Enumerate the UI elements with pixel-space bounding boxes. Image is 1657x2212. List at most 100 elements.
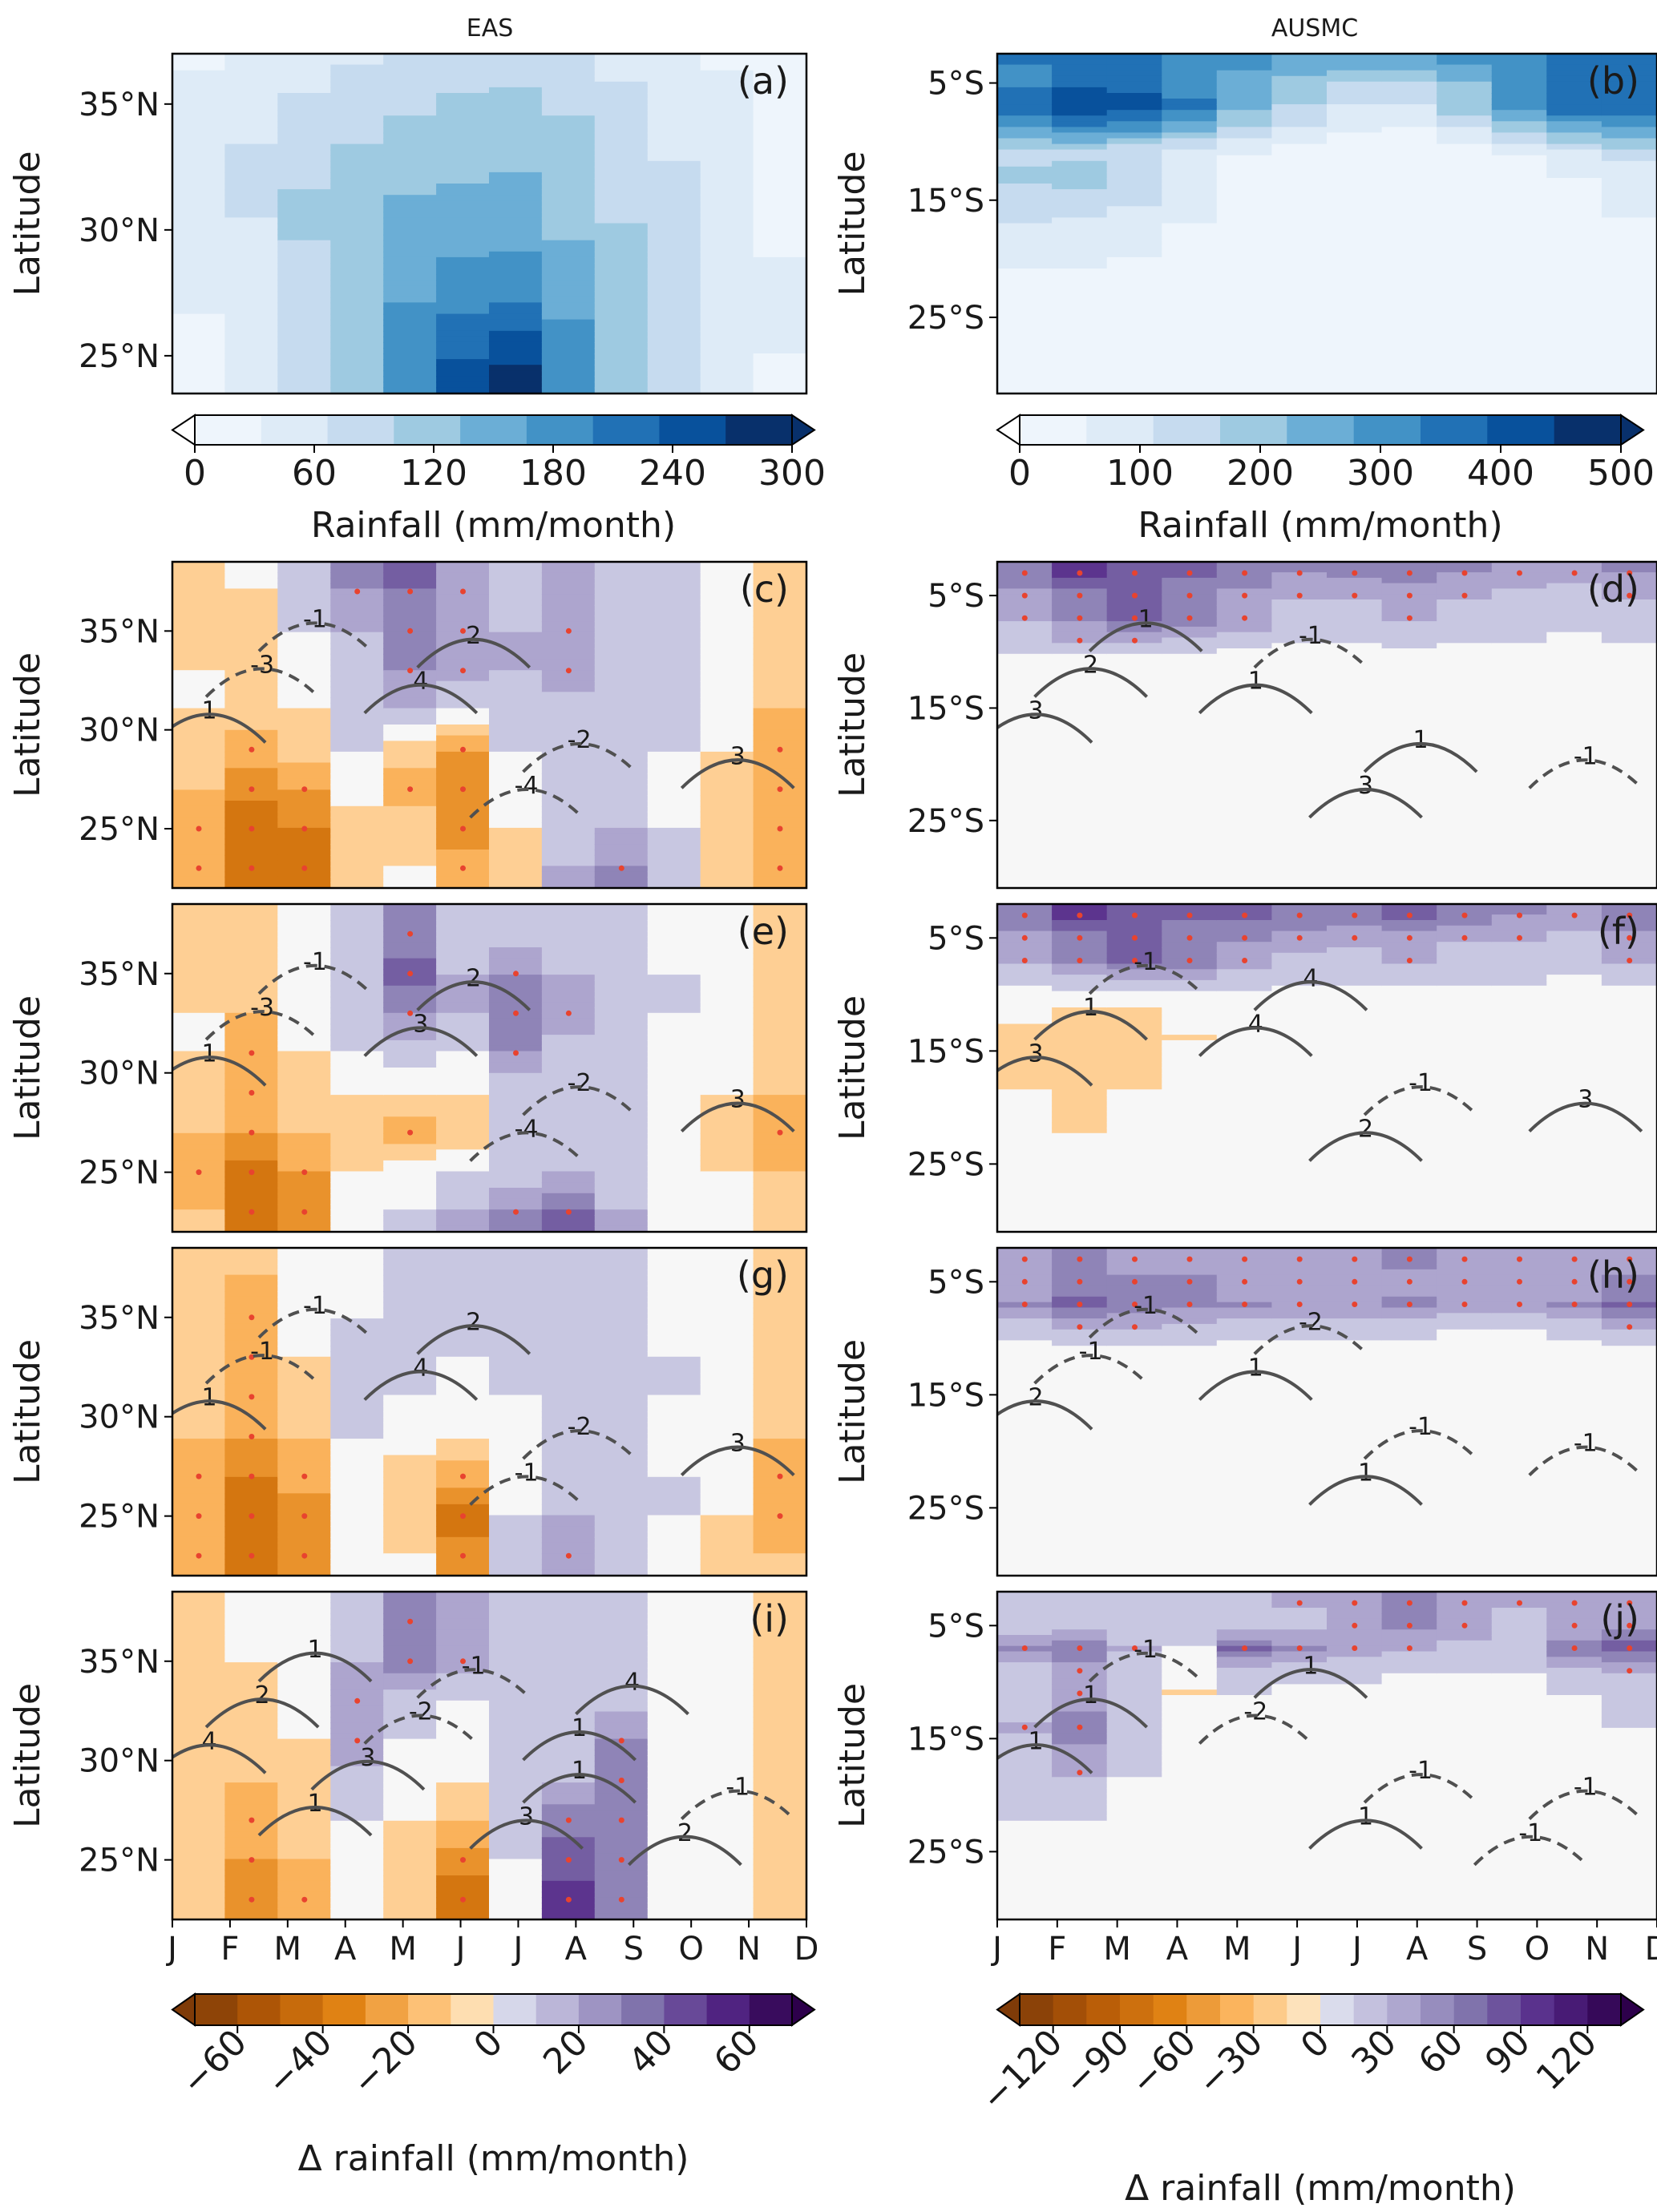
heatmap-cell bbox=[1271, 1144, 1328, 1151]
heatmap-cell bbox=[1106, 577, 1163, 584]
heatmap-cell bbox=[1546, 577, 1602, 584]
heatmap-cell bbox=[172, 1291, 226, 1298]
heatmap-cell bbox=[1162, 648, 1218, 655]
heatmap-cell bbox=[1546, 1078, 1602, 1085]
heatmap-cell bbox=[383, 1155, 438, 1161]
heatmap-cell bbox=[1162, 930, 1218, 938]
heatmap-cell bbox=[594, 904, 649, 910]
heatmap-cell bbox=[647, 1155, 701, 1161]
heatmap-cell bbox=[1381, 1215, 1438, 1221]
panel-label: (e) bbox=[738, 910, 789, 953]
heatmap-cell bbox=[383, 795, 438, 801]
heatmap-cell bbox=[1106, 805, 1163, 813]
heatmap-cell bbox=[1271, 1051, 1328, 1058]
heatmap-cell bbox=[383, 308, 438, 315]
heatmap-cell bbox=[700, 778, 754, 785]
heatmap-cell bbox=[541, 697, 596, 704]
heatmap-cell bbox=[594, 1111, 649, 1118]
heatmap-cell bbox=[997, 348, 1053, 355]
heatmap-cell bbox=[1437, 979, 1493, 987]
heatmap-cell bbox=[700, 604, 754, 612]
heatmap-cell bbox=[1601, 778, 1657, 785]
heatmap-cell bbox=[1546, 866, 1602, 873]
heatmap-cell bbox=[541, 822, 596, 829]
heatmap-cell bbox=[489, 866, 543, 873]
significance-dot bbox=[460, 865, 466, 871]
heatmap-cell bbox=[1601, 610, 1657, 617]
heatmap-cell bbox=[1162, 925, 1218, 932]
heatmap-cell bbox=[1162, 713, 1218, 721]
heatmap-cell bbox=[172, 1220, 226, 1227]
heatmap-cell bbox=[997, 621, 1053, 628]
heatmap-cell bbox=[700, 217, 754, 224]
heatmap-cell bbox=[330, 1155, 385, 1161]
significance-dot bbox=[1571, 570, 1578, 576]
heatmap-cell bbox=[383, 297, 438, 304]
heatmap-cell bbox=[436, 251, 490, 258]
heatmap-cell bbox=[753, 223, 806, 230]
heatmap-cell bbox=[1491, 817, 1548, 824]
heatmap-cell bbox=[1052, 54, 1108, 60]
heatmap-cell bbox=[383, 336, 438, 343]
heatmap-cell bbox=[1491, 1225, 1548, 1232]
heatmap-cell bbox=[1601, 81, 1657, 88]
heatmap-cell bbox=[1052, 240, 1108, 247]
heatmap-cell bbox=[330, 854, 385, 862]
heatmap-cell bbox=[647, 811, 701, 818]
heatmap-cell bbox=[1381, 697, 1438, 704]
heatmap-cell bbox=[1271, 708, 1328, 715]
heatmap-cell bbox=[489, 599, 543, 606]
heatmap-cell bbox=[1491, 789, 1548, 797]
heatmap-cell bbox=[1437, 1165, 1493, 1173]
heatmap-cell bbox=[1052, 1105, 1108, 1112]
heatmap-cell bbox=[489, 381, 543, 389]
heatmap-cell bbox=[1327, 909, 1383, 916]
heatmap-cell bbox=[1437, 1215, 1493, 1221]
heatmap-cell bbox=[700, 1138, 754, 1145]
heatmap-cell bbox=[1546, 1035, 1602, 1041]
heatmap-cell bbox=[436, 789, 490, 797]
heatmap-cell bbox=[1491, 784, 1548, 791]
heatmap-cell bbox=[997, 692, 1053, 699]
heatmap-cell bbox=[1437, 280, 1493, 287]
heatmap-cell bbox=[1327, 686, 1383, 693]
heatmap-cell bbox=[1601, 577, 1657, 584]
heatmap-cell bbox=[436, 692, 490, 699]
heatmap-cell bbox=[224, 1536, 279, 1544]
heatmap-cell bbox=[436, 1378, 490, 1385]
heatmap-cell bbox=[1546, 871, 1602, 878]
heatmap-cell bbox=[1601, 1045, 1657, 1052]
heatmap-cell bbox=[997, 676, 1053, 682]
heatmap-cell bbox=[436, 1520, 490, 1528]
heatmap-cell bbox=[997, 1051, 1053, 1058]
heatmap-cell bbox=[224, 588, 279, 595]
heatmap-cell bbox=[1052, 1144, 1108, 1151]
heatmap-cell bbox=[436, 1443, 490, 1451]
heatmap-cell bbox=[1106, 610, 1163, 617]
heatmap-cell bbox=[997, 93, 1053, 100]
significance-dot bbox=[618, 865, 624, 871]
heatmap-cell bbox=[594, 70, 649, 77]
heatmap-cell bbox=[1271, 308, 1328, 315]
heatmap-cell bbox=[172, 583, 226, 590]
heatmap-cell bbox=[700, 359, 754, 366]
heatmap-cell bbox=[997, 1023, 1053, 1031]
heatmap-cell bbox=[1216, 920, 1273, 926]
heatmap-cell bbox=[277, 567, 332, 574]
heatmap-cell bbox=[172, 217, 226, 224]
heatmap-cell bbox=[541, 979, 596, 987]
heatmap-cell bbox=[277, 610, 332, 617]
heatmap-cell bbox=[489, 1177, 543, 1184]
heatmap-cell bbox=[330, 353, 385, 361]
heatmap-cell bbox=[1437, 746, 1493, 753]
heatmap-cell bbox=[1381, 562, 1438, 568]
heatmap-cell bbox=[383, 1072, 438, 1080]
heatmap-cell bbox=[224, 1487, 279, 1495]
heatmap-cell bbox=[436, 365, 490, 372]
heatmap-cell bbox=[647, 866, 701, 873]
heatmap-cell bbox=[436, 969, 490, 976]
heatmap-cell bbox=[1216, 996, 1273, 1003]
heatmap-cell bbox=[1162, 1023, 1218, 1031]
heatmap-cell bbox=[277, 1411, 332, 1418]
heatmap-cell bbox=[1437, 930, 1493, 938]
